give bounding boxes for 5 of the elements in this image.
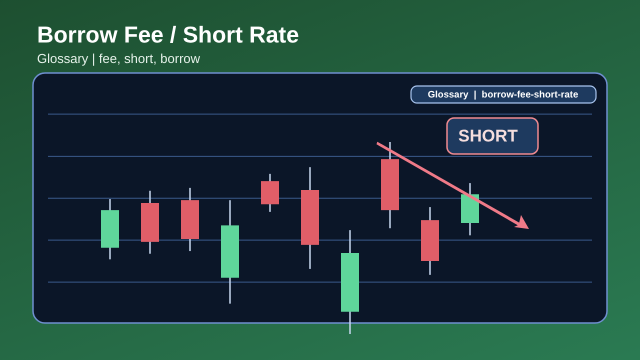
- chart-title: Borrow Fee / Short Rate: [37, 22, 299, 48]
- text: Glossary | borrow-fee-short-rate: [428, 90, 578, 100]
- chart-subtitle: Glossary | fee, short, borrow: [37, 51, 201, 66]
- annotation: SHORT: [458, 126, 518, 146]
- candlestick: [261, 173, 279, 213]
